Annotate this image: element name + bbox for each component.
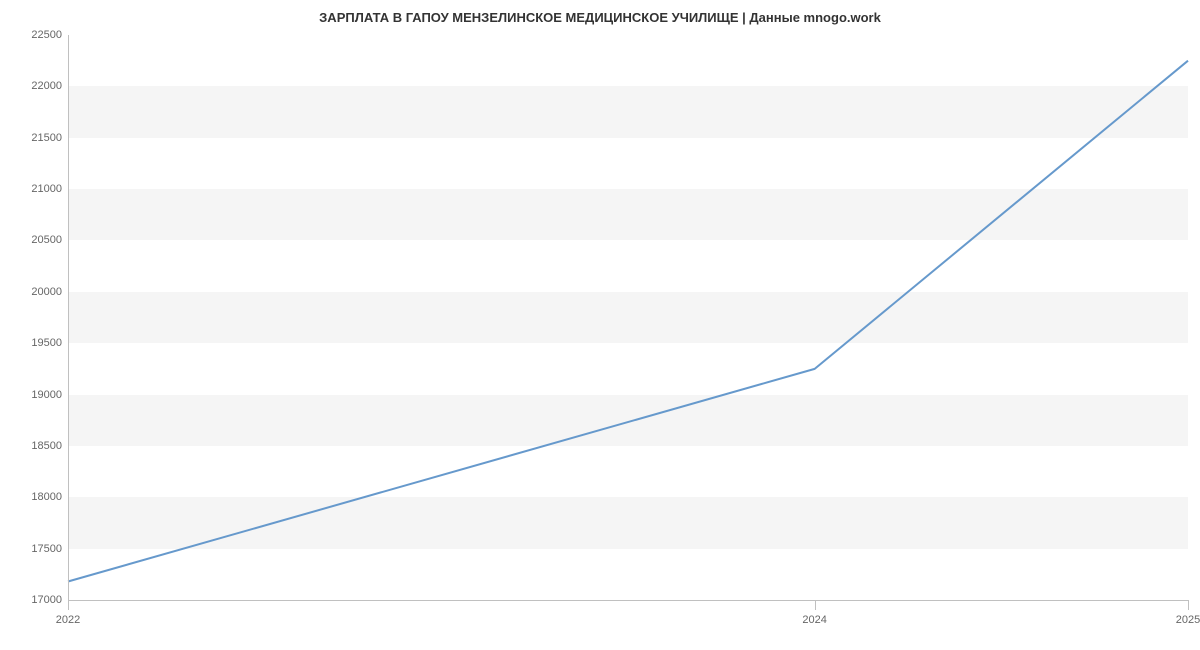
y-tick-label: 19500 [12,337,62,349]
y-tick-label: 18000 [12,491,62,503]
y-tick-label: 17000 [12,594,62,606]
y-tick-label: 20000 [12,286,62,298]
y-tick-label: 22000 [12,80,62,92]
plot-area: 1700017500180001850019000195002000020500… [68,35,1188,600]
x-tick-mark [68,600,69,610]
y-tick-label: 17500 [12,543,62,555]
chart-title: ЗАРПЛАТА В ГАПОУ МЕНЗЕЛИНСКОЕ МЕДИЦИНСКО… [0,10,1200,25]
y-tick-label: 22500 [12,29,62,41]
y-tick-label: 18500 [12,440,62,452]
y-tick-label: 19000 [12,389,62,401]
salary-line-chart: ЗАРПЛАТА В ГАПОУ МЕНЗЕЛИНСКОЕ МЕДИЦИНСКО… [0,0,1200,650]
series-line-salary [68,61,1188,582]
x-axis-line [68,600,1188,601]
line-series-layer [68,35,1188,600]
x-tick-mark [815,600,816,610]
y-tick-label: 20500 [12,234,62,246]
y-tick-label: 21500 [12,132,62,144]
x-tick-label: 2022 [56,614,80,626]
y-axis-line [68,35,69,600]
x-tick-mark [1188,600,1189,610]
y-tick-label: 21000 [12,183,62,195]
x-tick-label: 2024 [802,614,826,626]
x-tick-label: 2025 [1176,614,1200,626]
